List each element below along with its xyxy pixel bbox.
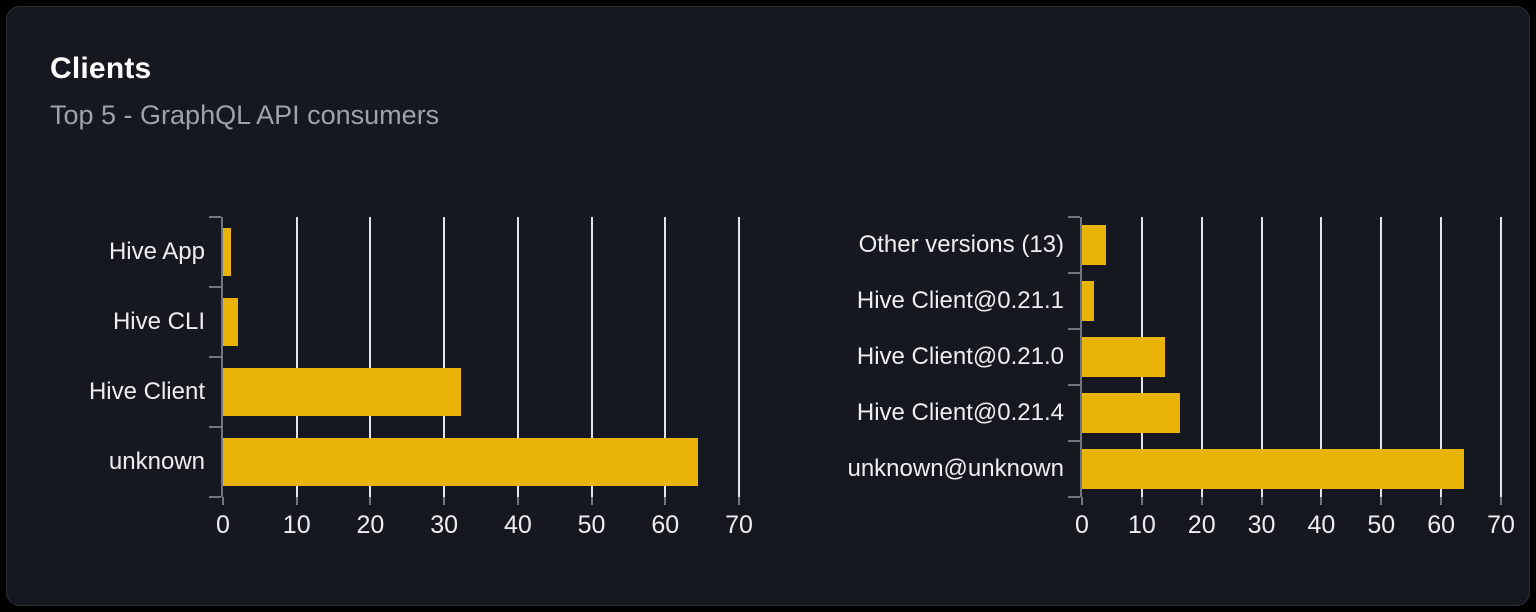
- bar: [223, 438, 699, 486]
- x-axis-tick: [295, 497, 298, 505]
- bar: [1082, 225, 1106, 265]
- x-axis-tick-label: 20: [356, 511, 385, 539]
- gridline: [590, 217, 593, 497]
- gridline: [664, 217, 667, 497]
- y-axis-tick: [209, 496, 221, 498]
- gridline: [295, 217, 298, 497]
- gridline: [1320, 217, 1323, 497]
- x-axis-tick-label: 0: [1075, 511, 1089, 539]
- gridline: [1200, 217, 1203, 497]
- x-axis-tick: [590, 497, 593, 505]
- x-axis-tick-label: 70: [1487, 511, 1515, 539]
- bar: [1082, 337, 1166, 377]
- bar-row: [1082, 441, 1501, 497]
- x-axis-tick: [1440, 497, 1443, 505]
- bar-row: [1082, 273, 1501, 329]
- bar-row: [223, 287, 739, 357]
- x-axis-tick: [516, 497, 519, 505]
- x-axis-tick-label: 60: [1427, 511, 1456, 539]
- y-axis-tick: [209, 216, 221, 218]
- gridline: [369, 217, 372, 497]
- page-subtitle: Top 5 - GraphQL API consumers: [50, 100, 440, 130]
- bar-row: [1082, 385, 1501, 441]
- category-label: Hive Client: [88, 378, 205, 405]
- x-axis-tick-label: 10: [1127, 511, 1156, 539]
- x-axis-tick: [1500, 497, 1502, 505]
- category-label: Hive Client@0.21.1: [856, 287, 1064, 314]
- gridline: [1260, 217, 1263, 497]
- bar-row: [223, 217, 739, 287]
- plot-area: 0 10 20 30 40 50 60 70: [209, 216, 753, 539]
- x-axis-tick-label: 40: [1307, 511, 1336, 539]
- plot-area: 0 10 20 30 40 50 60 70: [1068, 216, 1515, 539]
- x-axis-tick: [1200, 497, 1203, 505]
- category-label: unknown@unknown: [847, 455, 1064, 482]
- category-label: Hive Client@0.21.0: [856, 343, 1064, 370]
- y-axis-tick: [1068, 440, 1080, 442]
- x-axis-tick-label: 30: [1247, 511, 1276, 539]
- x-axis-tick-label: 0: [216, 511, 230, 539]
- x-axis-tick-label: 30: [430, 511, 459, 539]
- category-label: Other versions (13): [858, 231, 1064, 258]
- category-labels: Hive App Hive CLI Hive Client unknown: [55, 217, 205, 497]
- gridline: [1500, 217, 1502, 497]
- page-title: Clients: [50, 52, 152, 85]
- x-axis-tick: [1140, 497, 1143, 505]
- x-axis-tick: [1260, 497, 1263, 505]
- x-axis-tick: [222, 497, 224, 505]
- bar-row: [223, 427, 739, 497]
- bar: [223, 298, 239, 346]
- y-axis-tick: [1068, 328, 1080, 330]
- gridline: [738, 217, 740, 497]
- y-axis-tick: [209, 356, 221, 358]
- x-axis-tick: [369, 497, 372, 505]
- x-axis-tick-label: 10: [282, 511, 311, 539]
- card-header: Clients Top 5 - GraphQL API consumers: [50, 51, 439, 131]
- category-label: Hive Client@0.21.4: [856, 399, 1064, 426]
- clients-by-name-chart: Hive App Hive CLI Hive Client unknown 0 10 20 3…: [55, 216, 753, 539]
- y-axis-tick: [1068, 272, 1080, 274]
- category-labels: Other versions (13) Hive Client@0.21.1 Hiv…: [824, 217, 1064, 497]
- gridline: [516, 217, 519, 497]
- x-axis-tick-label: 60: [651, 511, 680, 539]
- gridline: [1380, 217, 1383, 497]
- y-axis-tick: [1068, 496, 1080, 498]
- gridline: [443, 217, 446, 497]
- category-label: Hive App: [108, 238, 205, 265]
- y-axis-tick: [209, 286, 221, 288]
- y-axis-tick: [1068, 384, 1080, 386]
- bar: [223, 228, 232, 276]
- x-axis-tick-label: 40: [503, 511, 532, 539]
- x-axis-tick-label: 50: [577, 511, 606, 539]
- bar: [223, 368, 462, 416]
- x-axis-tick: [1380, 497, 1383, 505]
- x-axis-tick: [1320, 497, 1323, 505]
- clients-by-version-chart: Other versions (13) Hive Client@0.21.1 Hiv…: [824, 216, 1515, 539]
- bar-row: [1082, 217, 1501, 273]
- category-label: unknown: [108, 448, 205, 475]
- category-label: Hive CLI: [112, 308, 205, 335]
- x-axis-tick: [443, 497, 446, 505]
- x-axis-tick: [738, 497, 740, 505]
- x-axis-tick-label: 20: [1187, 511, 1216, 539]
- x-axis-tick-label: 70: [725, 511, 753, 539]
- bar-row: [223, 357, 739, 427]
- gridline: [1440, 217, 1443, 497]
- y-axis-tick: [1068, 216, 1080, 218]
- bar-row: [1082, 329, 1501, 385]
- x-axis-tick: [664, 497, 667, 505]
- y-axis-tick: [209, 426, 221, 428]
- x-axis-tick-label: 50: [1367, 511, 1396, 539]
- x-axis-tick: [1081, 497, 1083, 505]
- bar: [1082, 449, 1464, 489]
- bar: [1082, 281, 1094, 321]
- clients-card: Clients Top 5 - GraphQL API consumers Hi…: [6, 6, 1530, 606]
- bar: [1082, 393, 1181, 433]
